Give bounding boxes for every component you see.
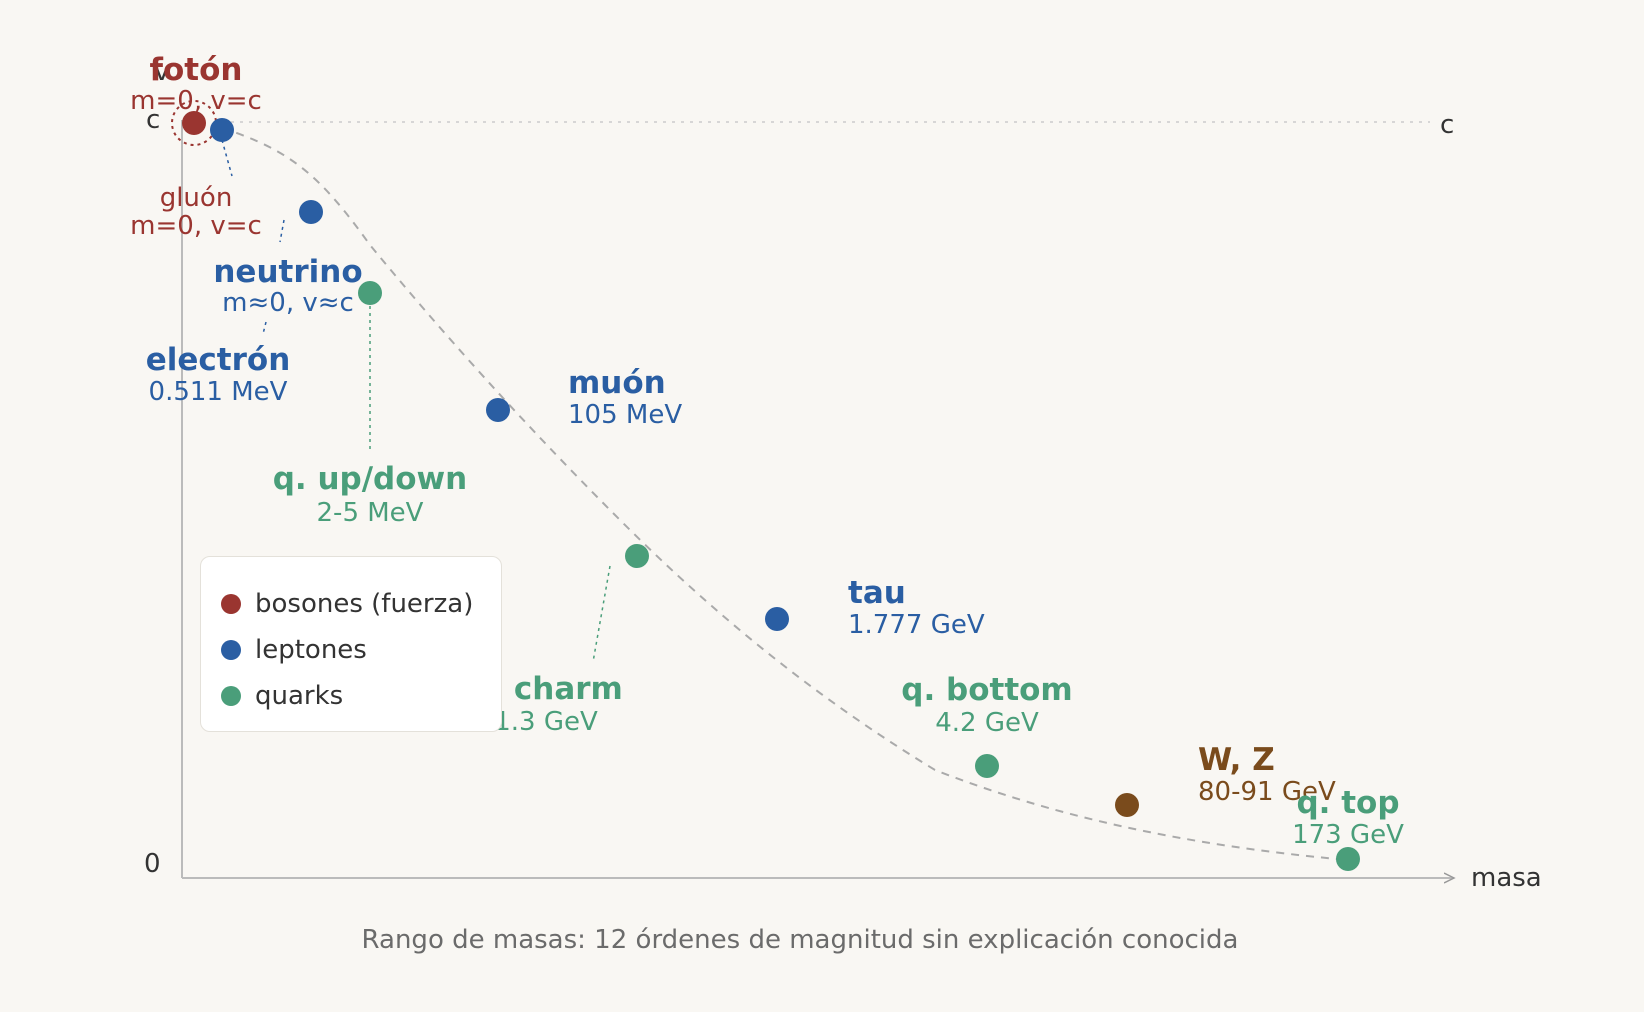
tau-detail: 1.777 GeV [848, 610, 985, 640]
gluon-name: gluón [160, 183, 233, 213]
top-name: q. top [1296, 785, 1399, 821]
neutrino-marker [299, 200, 323, 224]
tau-name: tau [848, 575, 906, 611]
legend-item-quarks: quarks [221, 679, 343, 713]
wz-name: W, Z [1198, 742, 1275, 778]
legend-item-leptons: leptones [221, 633, 367, 667]
y-axis-top-tick: c [146, 105, 160, 135]
electron-detail: 0.511 MeV [149, 377, 288, 407]
charm-marker [625, 544, 649, 568]
legend-swatch-leptons [221, 640, 241, 660]
gluon-detail: m=0, v=c [130, 211, 262, 241]
foton-marker [182, 111, 206, 135]
top-marker [1336, 847, 1360, 871]
gluon-marker [210, 118, 234, 142]
updown-detail: 2-5 MeV [317, 498, 424, 528]
legend-label-bosons: bosones (fuerza) [255, 589, 474, 619]
neutrino-name: neutrino [213, 254, 362, 290]
foton-name: fotón [150, 52, 243, 88]
x-axis-label: masa [1471, 863, 1542, 893]
legend: bosones (fuerza) leptones quarks [200, 556, 502, 732]
updown-marker [358, 281, 382, 305]
neutrino-detail: m≈0, v≈c [222, 288, 354, 318]
bottom-detail: 4.2 GeV [935, 708, 1039, 738]
caption: Rango de masas: 12 órdenes de magnitud s… [361, 925, 1239, 955]
electron-leader [262, 321, 267, 335]
muon-marker [486, 398, 510, 422]
y-axis-label: v [154, 57, 169, 87]
foton-detail: m=0, v=c [130, 86, 262, 116]
c-line-label: c [1440, 110, 1454, 140]
neutrino-leader [279, 219, 285, 243]
charm-detail: 1.3 GeV [494, 707, 598, 737]
muon-detail: 105 MeV [568, 400, 682, 430]
legend-label-quarks: quarks [255, 681, 344, 711]
tau-marker [765, 607, 789, 631]
bottom-marker [975, 754, 999, 778]
charm-leader [592, 565, 611, 663]
legend-item-bosons: bosones (fuerza) [221, 587, 473, 621]
legend-swatch-quarks [221, 686, 241, 706]
legend-label-leptons: leptones [255, 635, 367, 665]
gluon-leader [221, 139, 233, 177]
trend-curve [221, 127, 1349, 861]
y-axis-zero-tick: 0 [144, 849, 161, 879]
muon-name: muón [568, 365, 666, 401]
top-detail: 173 GeV [1292, 820, 1404, 850]
updown-name: q. up/down [273, 461, 468, 497]
electron-name: electrón [146, 342, 291, 378]
bottom-name: q. bottom [901, 672, 1072, 708]
wz-detail: 80-91 GeV [1198, 777, 1336, 807]
wz-marker [1115, 793, 1139, 817]
legend-swatch-bosons [221, 594, 241, 614]
